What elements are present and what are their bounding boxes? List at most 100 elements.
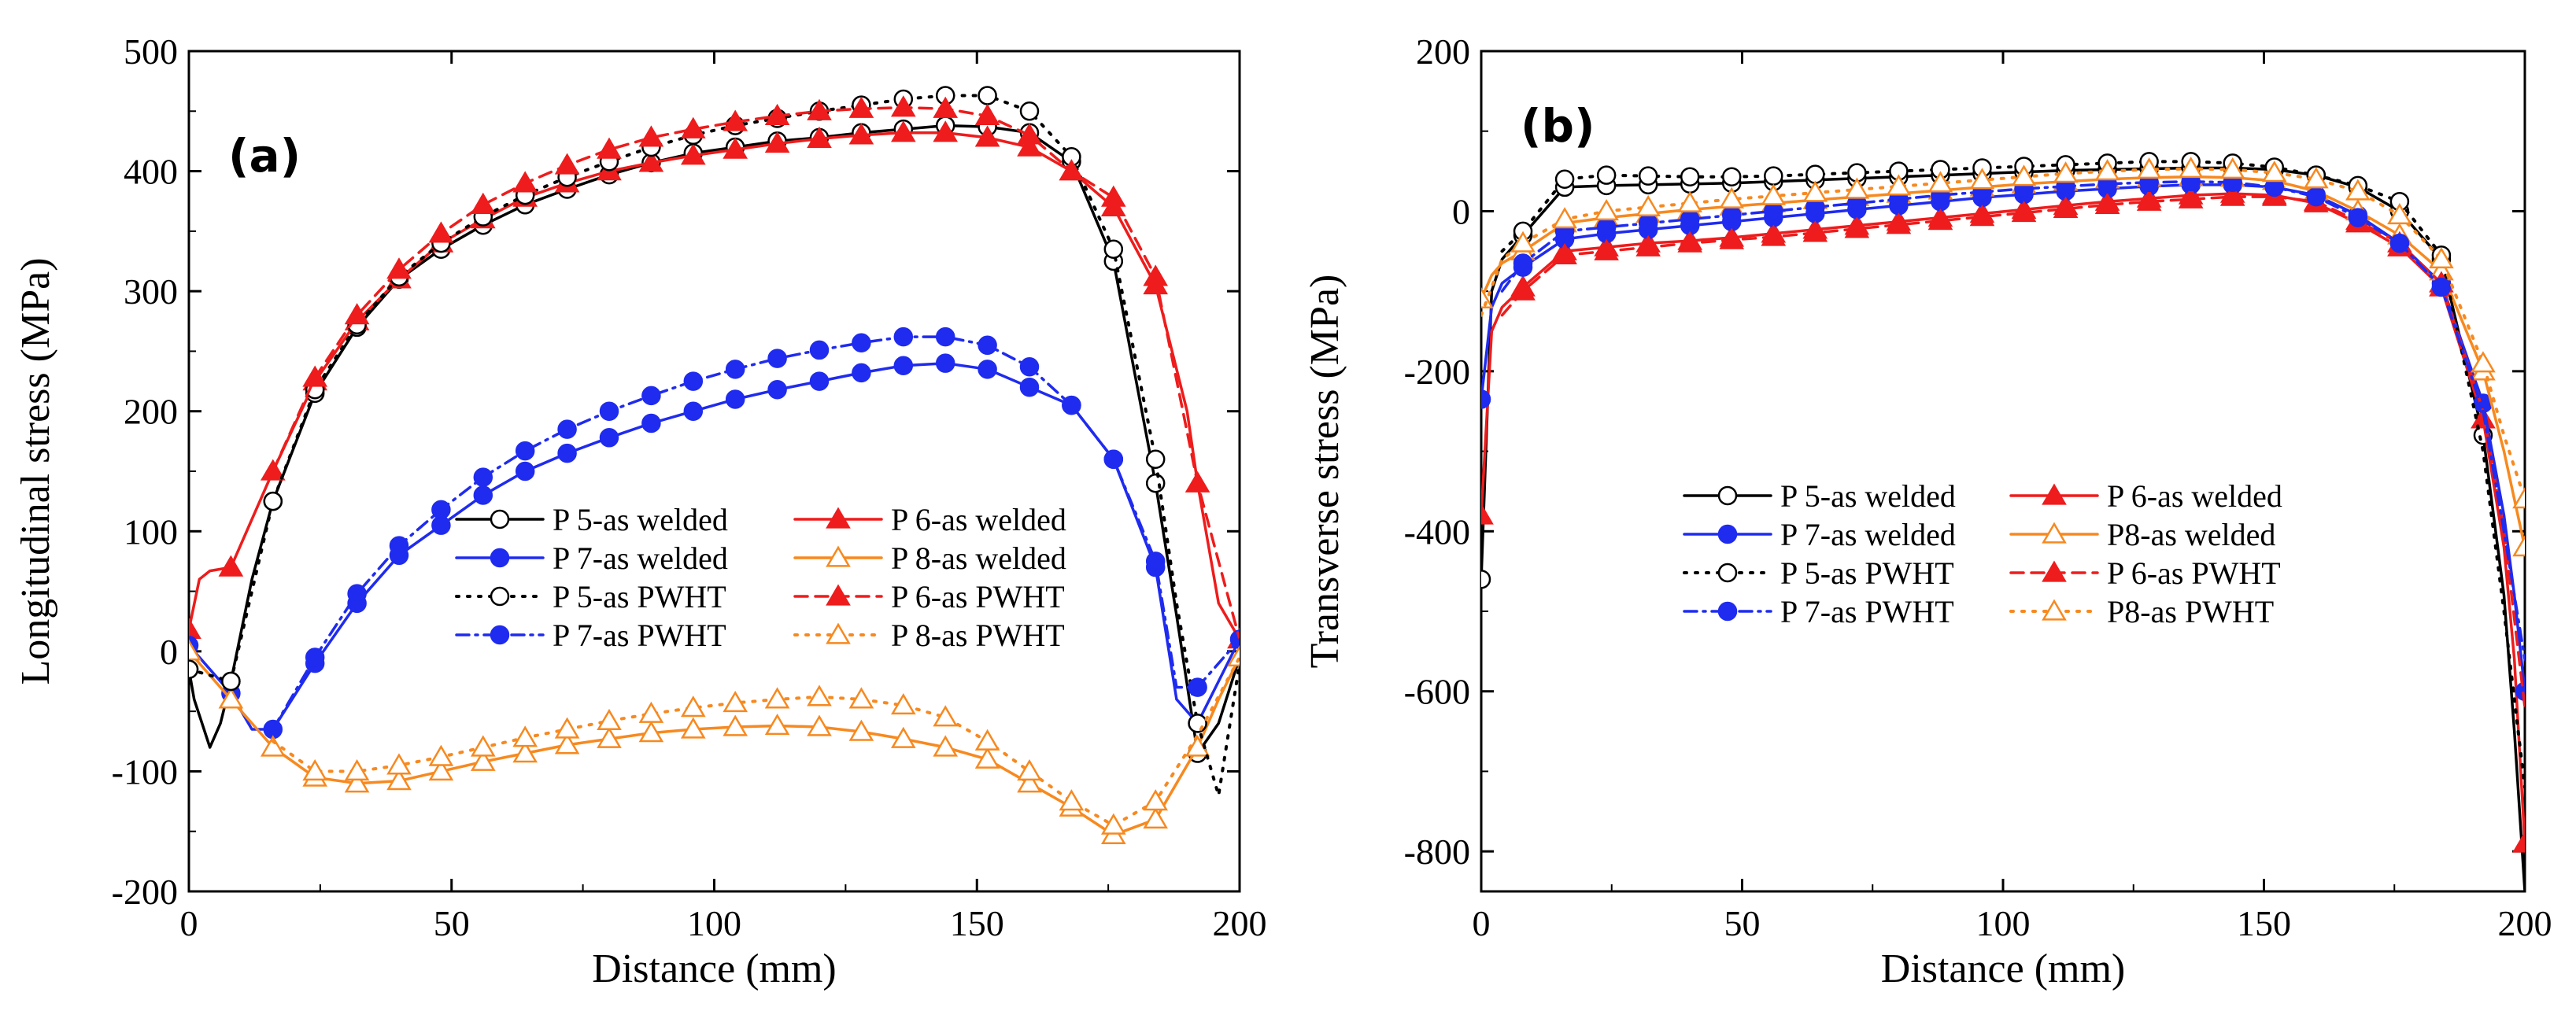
data-point bbox=[2387, 203, 2412, 225]
series-line bbox=[1481, 167, 2525, 501]
data-point bbox=[2348, 208, 2368, 227]
data-point bbox=[1844, 216, 1870, 238]
data-point bbox=[1638, 166, 1658, 186]
chart-panel-b: 0 50 100 150 200 -800 -600 -400 -200 0 200 Distance… bbox=[1303, 31, 2552, 991]
data-point bbox=[218, 687, 244, 709]
x-tick-label: 0 bbox=[1473, 903, 1491, 943]
legend-marker bbox=[1717, 524, 1738, 544]
data-point bbox=[512, 171, 538, 193]
data-point bbox=[470, 749, 496, 771]
data-point bbox=[683, 401, 704, 421]
data-point bbox=[1019, 357, 1040, 377]
legend-item: P 7-as welded bbox=[1683, 517, 1956, 552]
data-point bbox=[1635, 194, 1661, 216]
data-point bbox=[1017, 758, 1042, 781]
series-p-8-as-pwht bbox=[271, 655, 1240, 835]
data-point bbox=[809, 340, 830, 360]
data-point bbox=[386, 753, 412, 775]
x-tick-label: 100 bbox=[687, 903, 741, 943]
data-point bbox=[848, 123, 874, 145]
data-point bbox=[2306, 186, 2327, 207]
series-p-8-as-welded bbox=[189, 639, 1240, 844]
data-point bbox=[683, 371, 704, 391]
legend-marker bbox=[2042, 560, 2067, 582]
data-point bbox=[557, 443, 577, 463]
data-point bbox=[723, 109, 748, 131]
legend-item: P 7-as PWHT bbox=[1683, 594, 1954, 629]
data-point bbox=[723, 137, 748, 159]
x-tick-label: 150 bbox=[950, 903, 1004, 943]
data-point bbox=[638, 150, 664, 172]
data-point bbox=[2219, 157, 2245, 179]
legend-marker bbox=[490, 625, 510, 645]
data-point bbox=[344, 303, 370, 325]
chart-panel-a: 0 50 100 150 200 -200 -100 0 100 200 300 400 500 Dist… bbox=[13, 31, 1267, 991]
data-point bbox=[890, 726, 916, 748]
x-axis-title: Distance (mm) bbox=[592, 946, 836, 991]
data-point bbox=[1062, 395, 1081, 415]
legend-marker bbox=[490, 509, 510, 529]
legend-item: P 5-as PWHT bbox=[455, 579, 726, 614]
data-point bbox=[554, 732, 580, 754]
legend-label: P 5-as welded bbox=[1780, 478, 1956, 514]
data-point bbox=[1969, 205, 1995, 227]
data-point bbox=[2303, 167, 2329, 189]
data-point bbox=[807, 714, 832, 736]
series-line bbox=[1481, 192, 2525, 845]
data-point bbox=[1143, 264, 1169, 286]
legend-item: P 6-as welded bbox=[793, 502, 1066, 537]
legend-marker bbox=[2042, 522, 2067, 544]
data-point bbox=[1552, 207, 1577, 229]
data-point bbox=[807, 98, 832, 120]
series-line bbox=[271, 655, 1240, 828]
legend-item: P 7-as welded bbox=[455, 540, 728, 576]
data-point bbox=[386, 257, 412, 279]
legend-marker bbox=[2042, 599, 2067, 621]
data-point bbox=[725, 360, 745, 379]
legend-item: P 8-as welded bbox=[793, 540, 1066, 576]
y-tick-label: 400 bbox=[124, 152, 178, 192]
data-point bbox=[1719, 227, 1745, 249]
data-point bbox=[1510, 231, 1536, 253]
data-point bbox=[470, 735, 496, 757]
data-point bbox=[1764, 166, 1783, 186]
data-point bbox=[2471, 351, 2496, 373]
data-point bbox=[933, 735, 959, 757]
data-point bbox=[2431, 277, 2452, 297]
legend-marker bbox=[1717, 485, 1738, 506]
legend-marker bbox=[826, 507, 851, 529]
data-point bbox=[1059, 159, 1085, 181]
legend-marker bbox=[490, 548, 510, 568]
data-point bbox=[554, 153, 580, 175]
series-p-5-as-welded bbox=[189, 116, 1240, 763]
data-point bbox=[597, 726, 622, 748]
data-point bbox=[978, 86, 997, 105]
data-point bbox=[764, 131, 790, 153]
data-point bbox=[1017, 135, 1042, 157]
data-point bbox=[347, 584, 367, 603]
data-point bbox=[725, 389, 745, 409]
data-point bbox=[599, 401, 619, 421]
data-point bbox=[2389, 233, 2410, 253]
data-point bbox=[764, 713, 790, 736]
data-point bbox=[1481, 389, 1491, 409]
data-point bbox=[1188, 714, 1207, 733]
data-point bbox=[974, 747, 1000, 769]
legend-marker bbox=[826, 545, 851, 567]
data-point bbox=[189, 617, 201, 640]
series-p8-as-welded bbox=[1481, 164, 2525, 557]
data-point bbox=[893, 327, 914, 347]
data-point bbox=[302, 758, 328, 781]
data-point bbox=[2136, 189, 2162, 211]
data-point bbox=[428, 758, 454, 781]
series-p-6-as-pwht bbox=[1500, 184, 2525, 709]
legend-label: P 6-as PWHT bbox=[891, 579, 1065, 614]
legend-item: P 6-as PWHT bbox=[2009, 555, 2281, 591]
data-point bbox=[764, 687, 790, 709]
data-point bbox=[807, 684, 832, 706]
data-point bbox=[978, 360, 997, 379]
data-point bbox=[890, 693, 916, 715]
data-point bbox=[935, 327, 955, 347]
data-point bbox=[470, 192, 496, 214]
